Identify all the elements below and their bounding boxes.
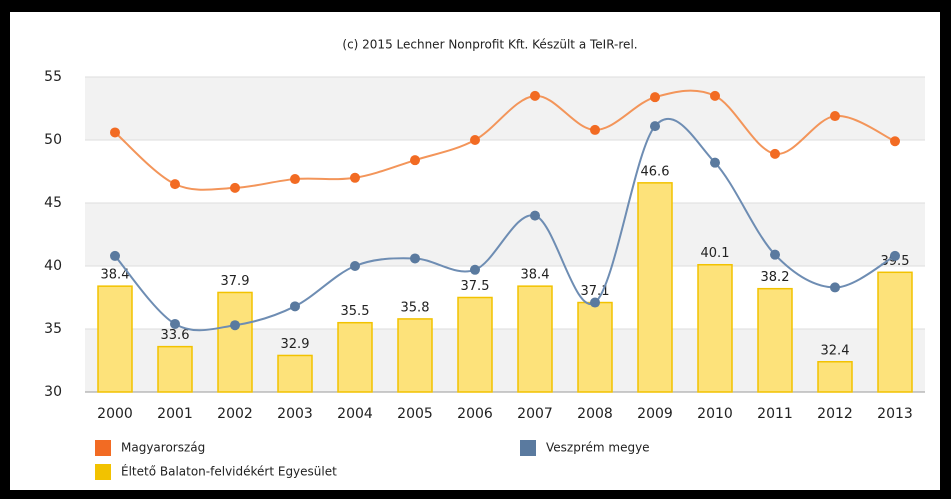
bar	[337, 321, 373, 393]
point	[530, 90, 540, 101]
data-label: 32.4	[821, 343, 850, 358]
data-label: 38.2	[761, 270, 790, 285]
data-label: 46.6	[641, 164, 670, 179]
legend-swatch	[520, 440, 536, 456]
data-label: 40.1	[701, 246, 730, 261]
point	[710, 157, 720, 168]
data-label: 33.6	[161, 328, 190, 343]
bar	[697, 263, 733, 393]
point	[530, 210, 540, 221]
legend-label: Éltető Balaton-felvidékért Egyesület	[121, 464, 337, 479]
data-label: 37.9	[221, 274, 250, 289]
point	[170, 318, 180, 329]
x-tick-label: 2002	[217, 406, 253, 422]
bar	[577, 301, 613, 393]
x-tick-label: 2004	[337, 406, 373, 422]
point	[110, 250, 120, 261]
x-tick-label: 2010	[697, 406, 733, 422]
data-label: 35.8	[401, 300, 430, 315]
x-tick-label: 2009	[637, 406, 673, 422]
y-tick-label: 55	[44, 69, 62, 85]
bar	[217, 291, 253, 393]
point	[590, 124, 600, 135]
x-tick-label: 2007	[517, 406, 553, 422]
point	[410, 253, 420, 264]
legend-label: Magyarország	[121, 441, 205, 455]
x-tick-label: 2003	[277, 406, 313, 422]
x-tick-label: 2005	[397, 406, 433, 422]
bar	[457, 296, 493, 393]
y-tick-label: 40	[44, 258, 62, 274]
bar	[397, 318, 433, 393]
point	[890, 136, 900, 147]
data-label: 38.4	[521, 268, 550, 283]
bar	[277, 354, 313, 393]
point	[290, 174, 300, 185]
data-label: 38.4	[101, 268, 130, 283]
point	[650, 121, 660, 132]
bar	[817, 361, 853, 393]
y-tick-label: 45	[44, 195, 62, 211]
point	[830, 282, 840, 293]
point	[470, 135, 480, 145]
point	[410, 155, 420, 166]
point	[590, 297, 600, 308]
point	[290, 301, 300, 312]
point	[770, 148, 780, 159]
point	[110, 127, 120, 138]
x-tick-label: 2001	[157, 406, 193, 422]
data-label: 39.5	[881, 254, 910, 269]
data-label: 32.9	[281, 337, 310, 352]
grid-band	[85, 329, 925, 392]
bar	[157, 345, 193, 393]
x-tick-label: 2008	[577, 406, 613, 422]
point	[770, 249, 780, 260]
point	[710, 90, 720, 101]
data-label: 37.1	[581, 284, 610, 299]
y-tick-label: 30	[44, 384, 62, 400]
point	[650, 92, 660, 103]
legend-swatch	[95, 440, 111, 456]
x-tick-label: 2012	[817, 406, 853, 422]
x-tick-label: 2000	[97, 406, 133, 422]
point	[230, 182, 240, 193]
point	[890, 250, 900, 261]
point	[470, 264, 480, 275]
point	[350, 172, 360, 183]
point	[230, 320, 240, 331]
bar	[637, 182, 673, 393]
point	[350, 261, 360, 271]
point	[830, 111, 840, 122]
chart-title: (c) 2015 Lechner Nonprofit Kft. Készült …	[342, 38, 637, 52]
legend-swatch	[95, 464, 111, 480]
data-label: 35.5	[341, 304, 370, 319]
grid-band	[85, 203, 925, 266]
legend-label: Veszprém megye	[546, 441, 650, 455]
point	[170, 179, 180, 190]
x-tick-label: 2006	[457, 406, 493, 422]
y-tick-label: 35	[44, 321, 62, 337]
bar	[877, 271, 913, 393]
grid-band	[85, 77, 925, 140]
bar	[517, 285, 553, 393]
x-tick-label: 2013	[877, 406, 913, 422]
data-label: 37.5	[461, 279, 490, 294]
x-tick-label: 2011	[757, 406, 793, 422]
bar	[97, 285, 133, 393]
y-tick-label: 50	[44, 132, 62, 148]
bar	[757, 287, 793, 393]
